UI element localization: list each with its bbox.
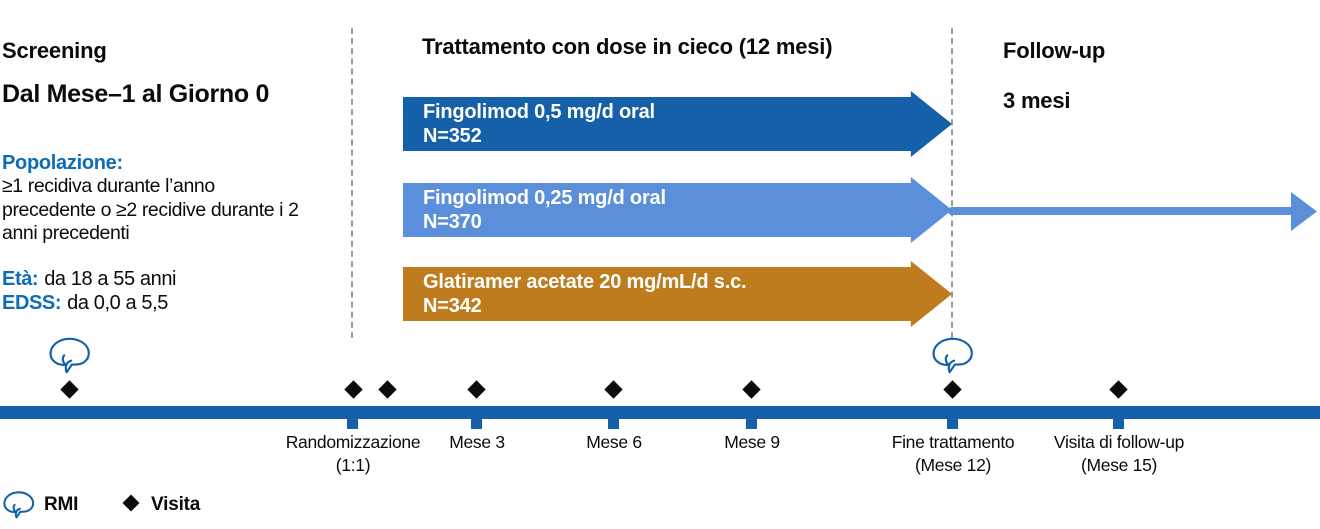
arm-arrow-glatiramer: Glatiramer acetate 20 mg/mL/d s.c. N=342 (403, 261, 952, 327)
phase-divider-randomization (351, 28, 353, 338)
treatment-title: Trattamento con dose in cieco (12 mesi) (422, 34, 833, 59)
visit-diamond-icon (344, 380, 363, 399)
arm-n: N=342 (423, 295, 482, 317)
timeline-tick (608, 419, 619, 429)
visit-diamond-icon (943, 380, 962, 399)
timeline-tick (347, 419, 358, 429)
mri-brain-icon (932, 337, 973, 374)
mri-brain-icon (49, 337, 90, 374)
screening-title: Screening (2, 38, 107, 63)
arm-arrow-fingolimod-025: Fingolimod 0,25 mg/d oral N=370 (403, 177, 952, 243)
phase-divider-end-of-treatment (951, 28, 953, 338)
arm-n: N=352 (423, 125, 482, 147)
milestone-label-randomization: Randomizzazione (1:1) (285, 432, 421, 475)
legend-visit-label: Visita (151, 494, 201, 515)
visit-diamond-icon (604, 380, 623, 399)
visit-diamond-icon (742, 380, 761, 399)
milestone-label-month9: Mese 9 (724, 432, 780, 452)
edss-row: EDSS: da 0,0 a 5,5 (2, 292, 168, 315)
population-label: Popolazione: (2, 152, 123, 174)
arm-n: N=370 (423, 211, 482, 233)
arm-label: Glatiramer acetate 20 mg/mL/d s.c. (423, 271, 747, 293)
age-label: Età: (2, 268, 39, 290)
timeline-tick (471, 419, 482, 429)
followup-duration: 3 mesi (1003, 88, 1071, 113)
timeline-tick (947, 419, 958, 429)
timeline-tick (1113, 419, 1124, 429)
arm-label: Fingolimod 0,25 mg/d oral (423, 187, 666, 209)
screening-subtitle: Dal Mese–1 al Giorno 0 (2, 80, 270, 108)
milestone-label-month6: Mese 6 (586, 432, 642, 452)
edss-label: EDSS: (2, 292, 62, 314)
legend-rmi-label: RMI (44, 494, 79, 515)
followup-extension-line (948, 207, 1296, 215)
arm-arrow-fingolimod-05: Fingolimod 0,5 mg/d oral N=352 (403, 91, 952, 157)
arm-label: Fingolimod 0,5 mg/d oral (423, 101, 655, 123)
population-criteria: ≥1 recidiva durante l’anno precedente o … (2, 175, 299, 244)
legend-mri-brain-icon (3, 491, 35, 519)
visit-diamond-icon (1109, 380, 1128, 399)
timeline-tick (746, 419, 757, 429)
milestone-label-end-of-treatment: Fine trattamento (Mese 12) (891, 432, 1015, 475)
timeline-bar (0, 406, 1320, 419)
followup-title: Follow-up (1003, 38, 1106, 63)
visit-diamond-icon (378, 380, 397, 399)
milestone-label-followup-visit: Visita di follow-up (Mese 15) (1053, 432, 1185, 475)
age-value: da 18 a 55 anni (44, 268, 177, 290)
visit-diamond-icon (60, 380, 79, 399)
followup-extension-arrowhead-icon (1291, 192, 1317, 231)
milestone-label-month3: Mese 3 (449, 432, 505, 452)
edss-value: da 0,0 a 5,5 (67, 292, 168, 314)
visit-diamond-icon (467, 380, 486, 399)
legend-visit-diamond-icon (122, 494, 140, 512)
age-row: Età: da 18 a 55 anni (2, 268, 176, 291)
